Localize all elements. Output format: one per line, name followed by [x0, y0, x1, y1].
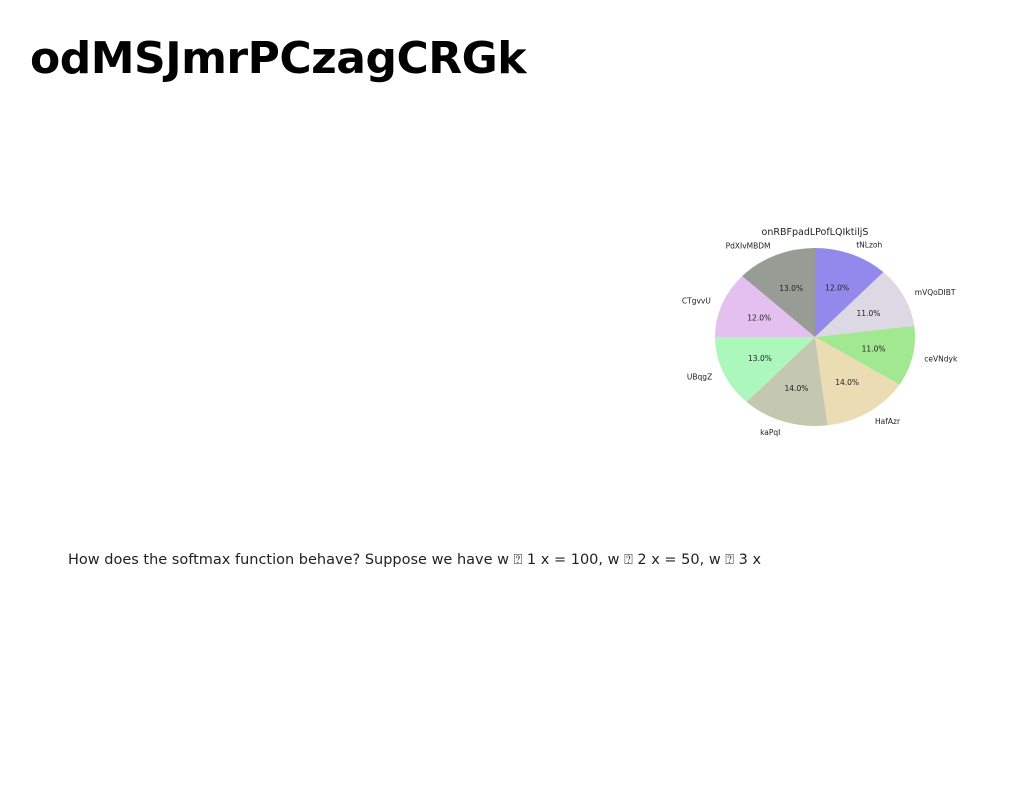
pie-slice-label: PdXIvMBDM	[726, 242, 771, 251]
pie-percent-label: 12.0%	[825, 283, 849, 292]
pie-slice-label: CTgvvU	[682, 296, 711, 305]
pie-slice-labels: tNLzoh mVQoDIBT ceVNdyk HafAzr kaPqI UBqgZ CTg…	[682, 240, 958, 436]
pie-percent-labels: 12.0% 11.0% 11.0% 14.0% 14.0% 13.0% 12.0% 13.0%	[747, 283, 885, 392]
pie-slice-CTgvvU	[715, 276, 815, 337]
pie-percent-label: 13.0%	[748, 354, 772, 363]
pie-percent-label: 13.0%	[779, 284, 803, 293]
pie-percent-label: 12.0%	[747, 313, 771, 322]
pie-slice-kaPqI	[746, 337, 828, 427]
pie-chart-svg: onRBFpadLPofLQIktiljS 12.0% 11.0% 11.0% 14.…	[682, 227, 958, 437]
page-title: odMSJmrPCzagCRGk	[30, 33, 527, 84]
pie-slice-UBqgZ	[715, 337, 815, 402]
question-text: How does the softmax function behave? Su…	[68, 552, 762, 568]
pie-slice-label: tNLzoh	[856, 240, 882, 249]
pie-slice-label: mVQoDIBT	[915, 288, 956, 297]
pie-percent-label: 11.0%	[857, 309, 881, 318]
pie-slice-tNLzoh	[815, 248, 884, 337]
pie-slice-label: kaPqI	[760, 428, 780, 437]
pie-percent-label: 14.0%	[785, 384, 809, 393]
chart-title: onRBFpadLPofLQIktiljS	[762, 227, 869, 238]
pie-slice-HafAzr	[815, 337, 900, 426]
pie-slices	[715, 248, 915, 427]
pie-slice-mVQoDIBT	[815, 272, 915, 337]
pie-slice-label: UBqgZ	[687, 373, 712, 382]
pie-slice-label: HafAzr	[875, 417, 901, 426]
pie-percent-label: 11.0%	[862, 345, 886, 354]
pie-slice-PdXIvMBDM	[742, 248, 815, 337]
pie-percent-label: 14.0%	[835, 378, 859, 387]
pie-slice-ceVNdyk	[815, 325, 915, 385]
pie-chart: onRBFpadLPofLQIktiljS 12.0% 11.0% 11.0% 14.…	[672, 222, 972, 440]
pie-slice-label: ceVNdyk	[924, 355, 958, 364]
